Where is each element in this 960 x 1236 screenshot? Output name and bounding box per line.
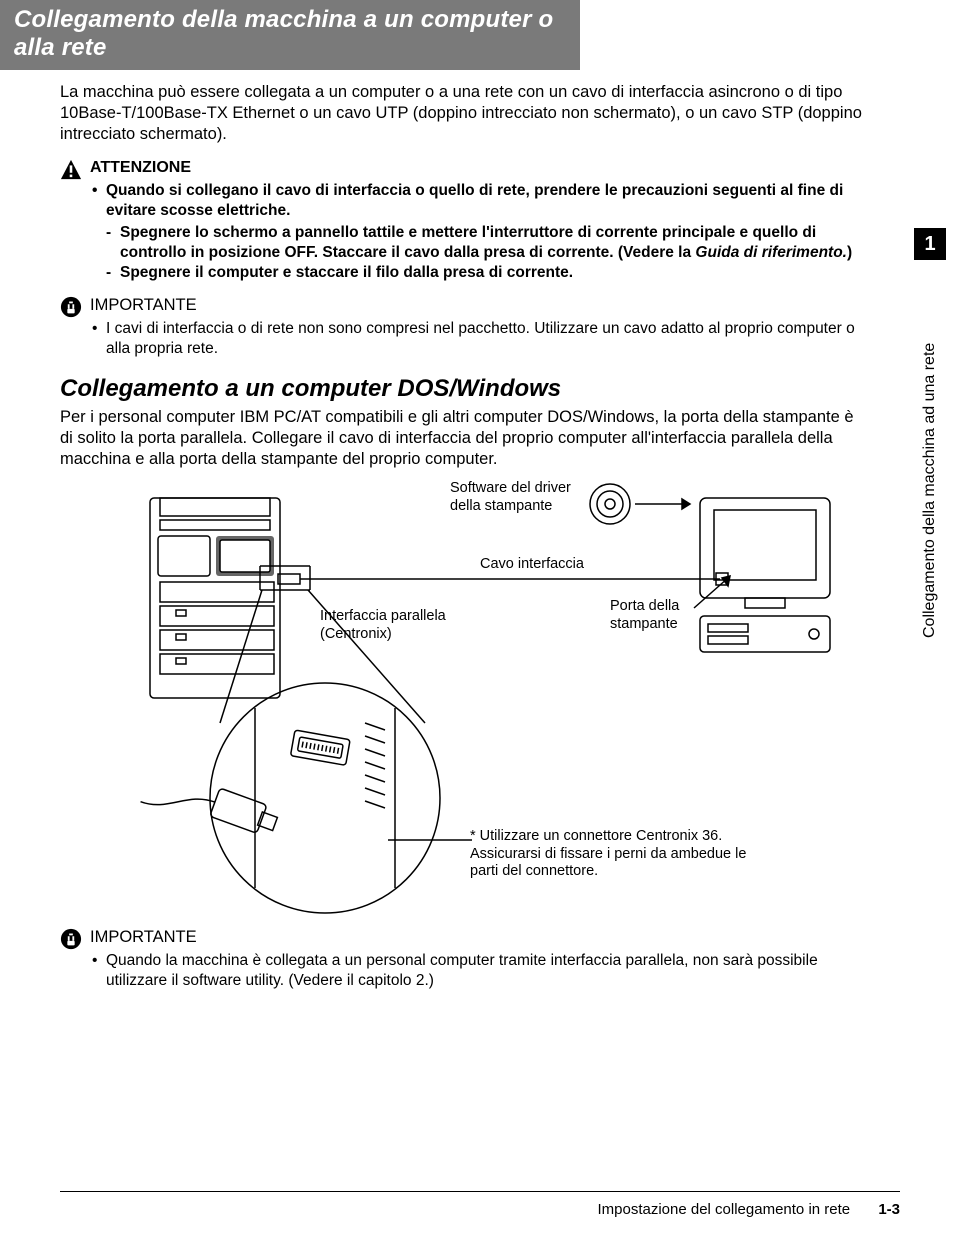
section-banner: Collegamento della macchina a un compute… xyxy=(0,0,580,70)
attenzione-title: ATTENZIONE xyxy=(90,159,870,177)
attenzione-dash-2: Spegnere il computer e staccare il filo … xyxy=(106,263,870,283)
attenzione-dash-1: Spegnere lo schermo a pannello tattile e… xyxy=(106,223,870,263)
important-icon xyxy=(60,928,82,950)
diagram-label-interfaccia: Interfaccia parallela (Centronix) xyxy=(320,608,460,643)
importante-1-list: I cavi di interfaccia o di rete non sono… xyxy=(90,319,870,359)
attenzione-bullet-text: Quando si collegano il cavo di interfacc… xyxy=(106,182,843,219)
importante-2-bullet: Quando la macchina è collegata a un pers… xyxy=(106,951,870,991)
diagram-label-porta: Porta della stampante xyxy=(610,598,700,633)
important-icon xyxy=(60,296,82,318)
subsection-text: Per i personal computer IBM PC/AT compat… xyxy=(60,407,870,470)
page-footer: Impostazione del collegamento in rete 1-… xyxy=(597,1201,900,1218)
attenzione-dash-1c: ) xyxy=(847,244,852,261)
attenzione-list: Quando si collegano il cavo di interfacc… xyxy=(90,181,870,282)
chapter-number-badge: 1 xyxy=(914,228,946,260)
attenzione-dash-1b: Guida di riferimento. xyxy=(695,244,847,261)
importante-1-bullet: I cavi di interfaccia o di rete non sono… xyxy=(106,319,870,359)
attenzione-block: ATTENZIONE Quando si collegano il cavo d… xyxy=(60,159,870,282)
diagram-note-text: Utilizzare un connettore Centronix 36. A… xyxy=(470,828,746,879)
importante-block-2: IMPORTANTE Quando la macchina è collegat… xyxy=(60,928,870,991)
chapter-side-title: Collegamento della macchina ad una rete xyxy=(914,268,946,638)
page-number: 1-3 xyxy=(878,1201,900,1218)
footer-rule xyxy=(60,1191,900,1192)
side-tab: 1 Collegamento della macchina ad una ret… xyxy=(914,228,946,638)
importante-block-1: IMPORTANTE I cavi di interfaccia o di re… xyxy=(60,296,870,359)
footer-text: Impostazione del collegamento in rete xyxy=(597,1201,850,1218)
diagram-label-note: * Utilizzare un connettore Centronix 36.… xyxy=(470,828,770,880)
attenzione-bullet: Quando si collegano il cavo di interfacc… xyxy=(106,181,870,282)
warning-icon xyxy=(60,159,82,181)
diagram-label-software: Software del driver della stampante xyxy=(450,480,600,515)
importante-2-title: IMPORTANTE xyxy=(90,928,870,947)
main-content: La macchina può essere collegata a un co… xyxy=(0,70,960,991)
importante-2-list: Quando la macchina è collegata a un pers… xyxy=(90,951,870,991)
importante-1-title: IMPORTANTE xyxy=(90,296,870,315)
subsection-heading: Collegamento a un computer DOS/Windows xyxy=(60,375,870,403)
connection-diagram: Software del driver della stampante Cavo… xyxy=(80,478,850,918)
attenzione-dash-list: Spegnere lo schermo a pannello tattile e… xyxy=(106,223,870,282)
diagram-label-cavo: Cavo interfaccia xyxy=(480,556,584,573)
intro-paragraph: La macchina può essere collegata a un co… xyxy=(60,82,870,145)
